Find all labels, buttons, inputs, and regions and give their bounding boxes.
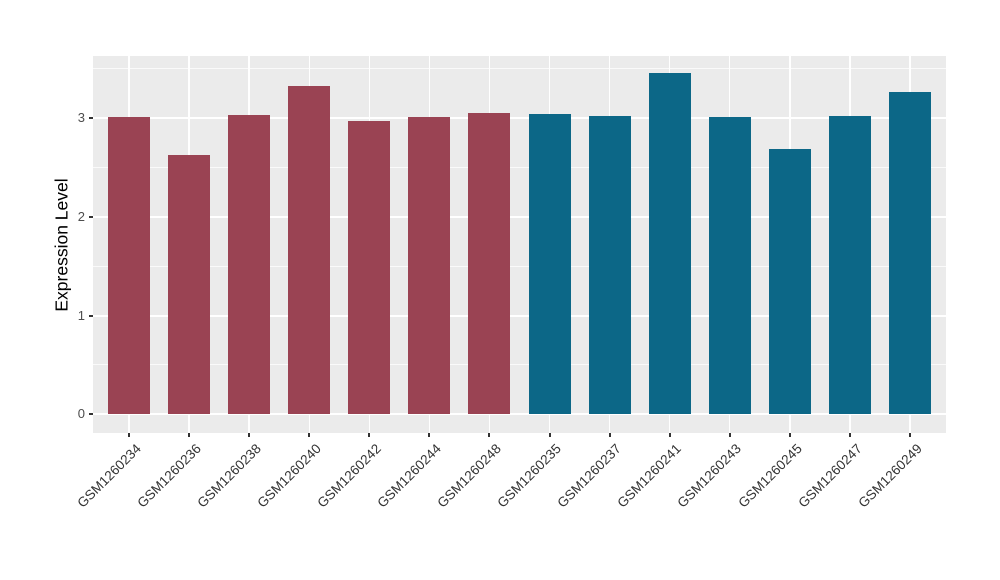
x-tick-label: GSM1260247 (794, 441, 865, 511)
bar-GSM1260244 (408, 117, 451, 415)
x-tick-mark (548, 433, 551, 437)
y-tick-label: 3 (77, 110, 85, 126)
x-tick-label: GSM1260243 (674, 441, 745, 511)
y-tick-mark (89, 117, 93, 120)
bar-GSM1260249 (888, 91, 931, 415)
minor-gridline (93, 167, 946, 169)
x-tick-mark (608, 433, 611, 437)
x-tick-label: GSM1260236 (134, 441, 204, 511)
bar-GSM1260234 (108, 117, 151, 415)
bar-GSM1260236 (168, 154, 211, 415)
y-tick-label: 2 (77, 208, 85, 224)
bar-GSM1260245 (768, 148, 811, 415)
x-tick-label: GSM1260240 (254, 441, 324, 511)
y-tick-mark (89, 215, 93, 218)
major-gridline (93, 215, 946, 218)
x-tick-mark (488, 433, 491, 437)
x-tick-label: GSM1260245 (734, 441, 805, 511)
y-tick-mark (89, 413, 93, 416)
x-tick-mark (908, 433, 911, 437)
minor-gridline (93, 364, 946, 366)
x-tick-mark (788, 433, 791, 437)
x-tick-label: GSM1260234 (74, 441, 144, 511)
bar-GSM1260235 (528, 114, 571, 415)
x-tick-mark (848, 433, 851, 437)
plot-panel (93, 56, 946, 433)
x-tick-label: GSM1260249 (855, 441, 925, 511)
major-gridline (93, 117, 946, 120)
major-gridline (93, 314, 946, 317)
bar-GSM1260241 (648, 72, 691, 415)
y-tick-label: 0 (77, 406, 85, 422)
x-tick-mark (428, 433, 431, 437)
x-tick-mark (128, 433, 131, 437)
minor-gridline (93, 68, 946, 70)
bar-GSM1260237 (588, 116, 631, 415)
bar-GSM1260247 (828, 116, 871, 415)
x-tick-mark (248, 433, 251, 437)
y-axis-title: Expression Level (51, 178, 72, 312)
x-tick-mark (728, 433, 731, 437)
y-tick-mark (89, 314, 93, 317)
x-tick-mark (308, 433, 311, 437)
x-tick-label: GSM1260238 (194, 441, 264, 511)
bar-GSM1260248 (468, 113, 511, 415)
bar-GSM1260240 (288, 85, 331, 415)
x-tick-mark (188, 433, 191, 437)
minor-gridline (93, 265, 946, 267)
bar-GSM1260242 (348, 121, 391, 415)
x-tick-mark (668, 433, 671, 437)
bar-GSM1260238 (228, 115, 271, 415)
major-gridline (93, 413, 946, 416)
x-tick-mark (368, 433, 371, 437)
x-tick-label: GSM1260242 (314, 441, 384, 511)
y-tick-label: 1 (77, 307, 85, 323)
bar-GSM1260243 (708, 117, 751, 415)
